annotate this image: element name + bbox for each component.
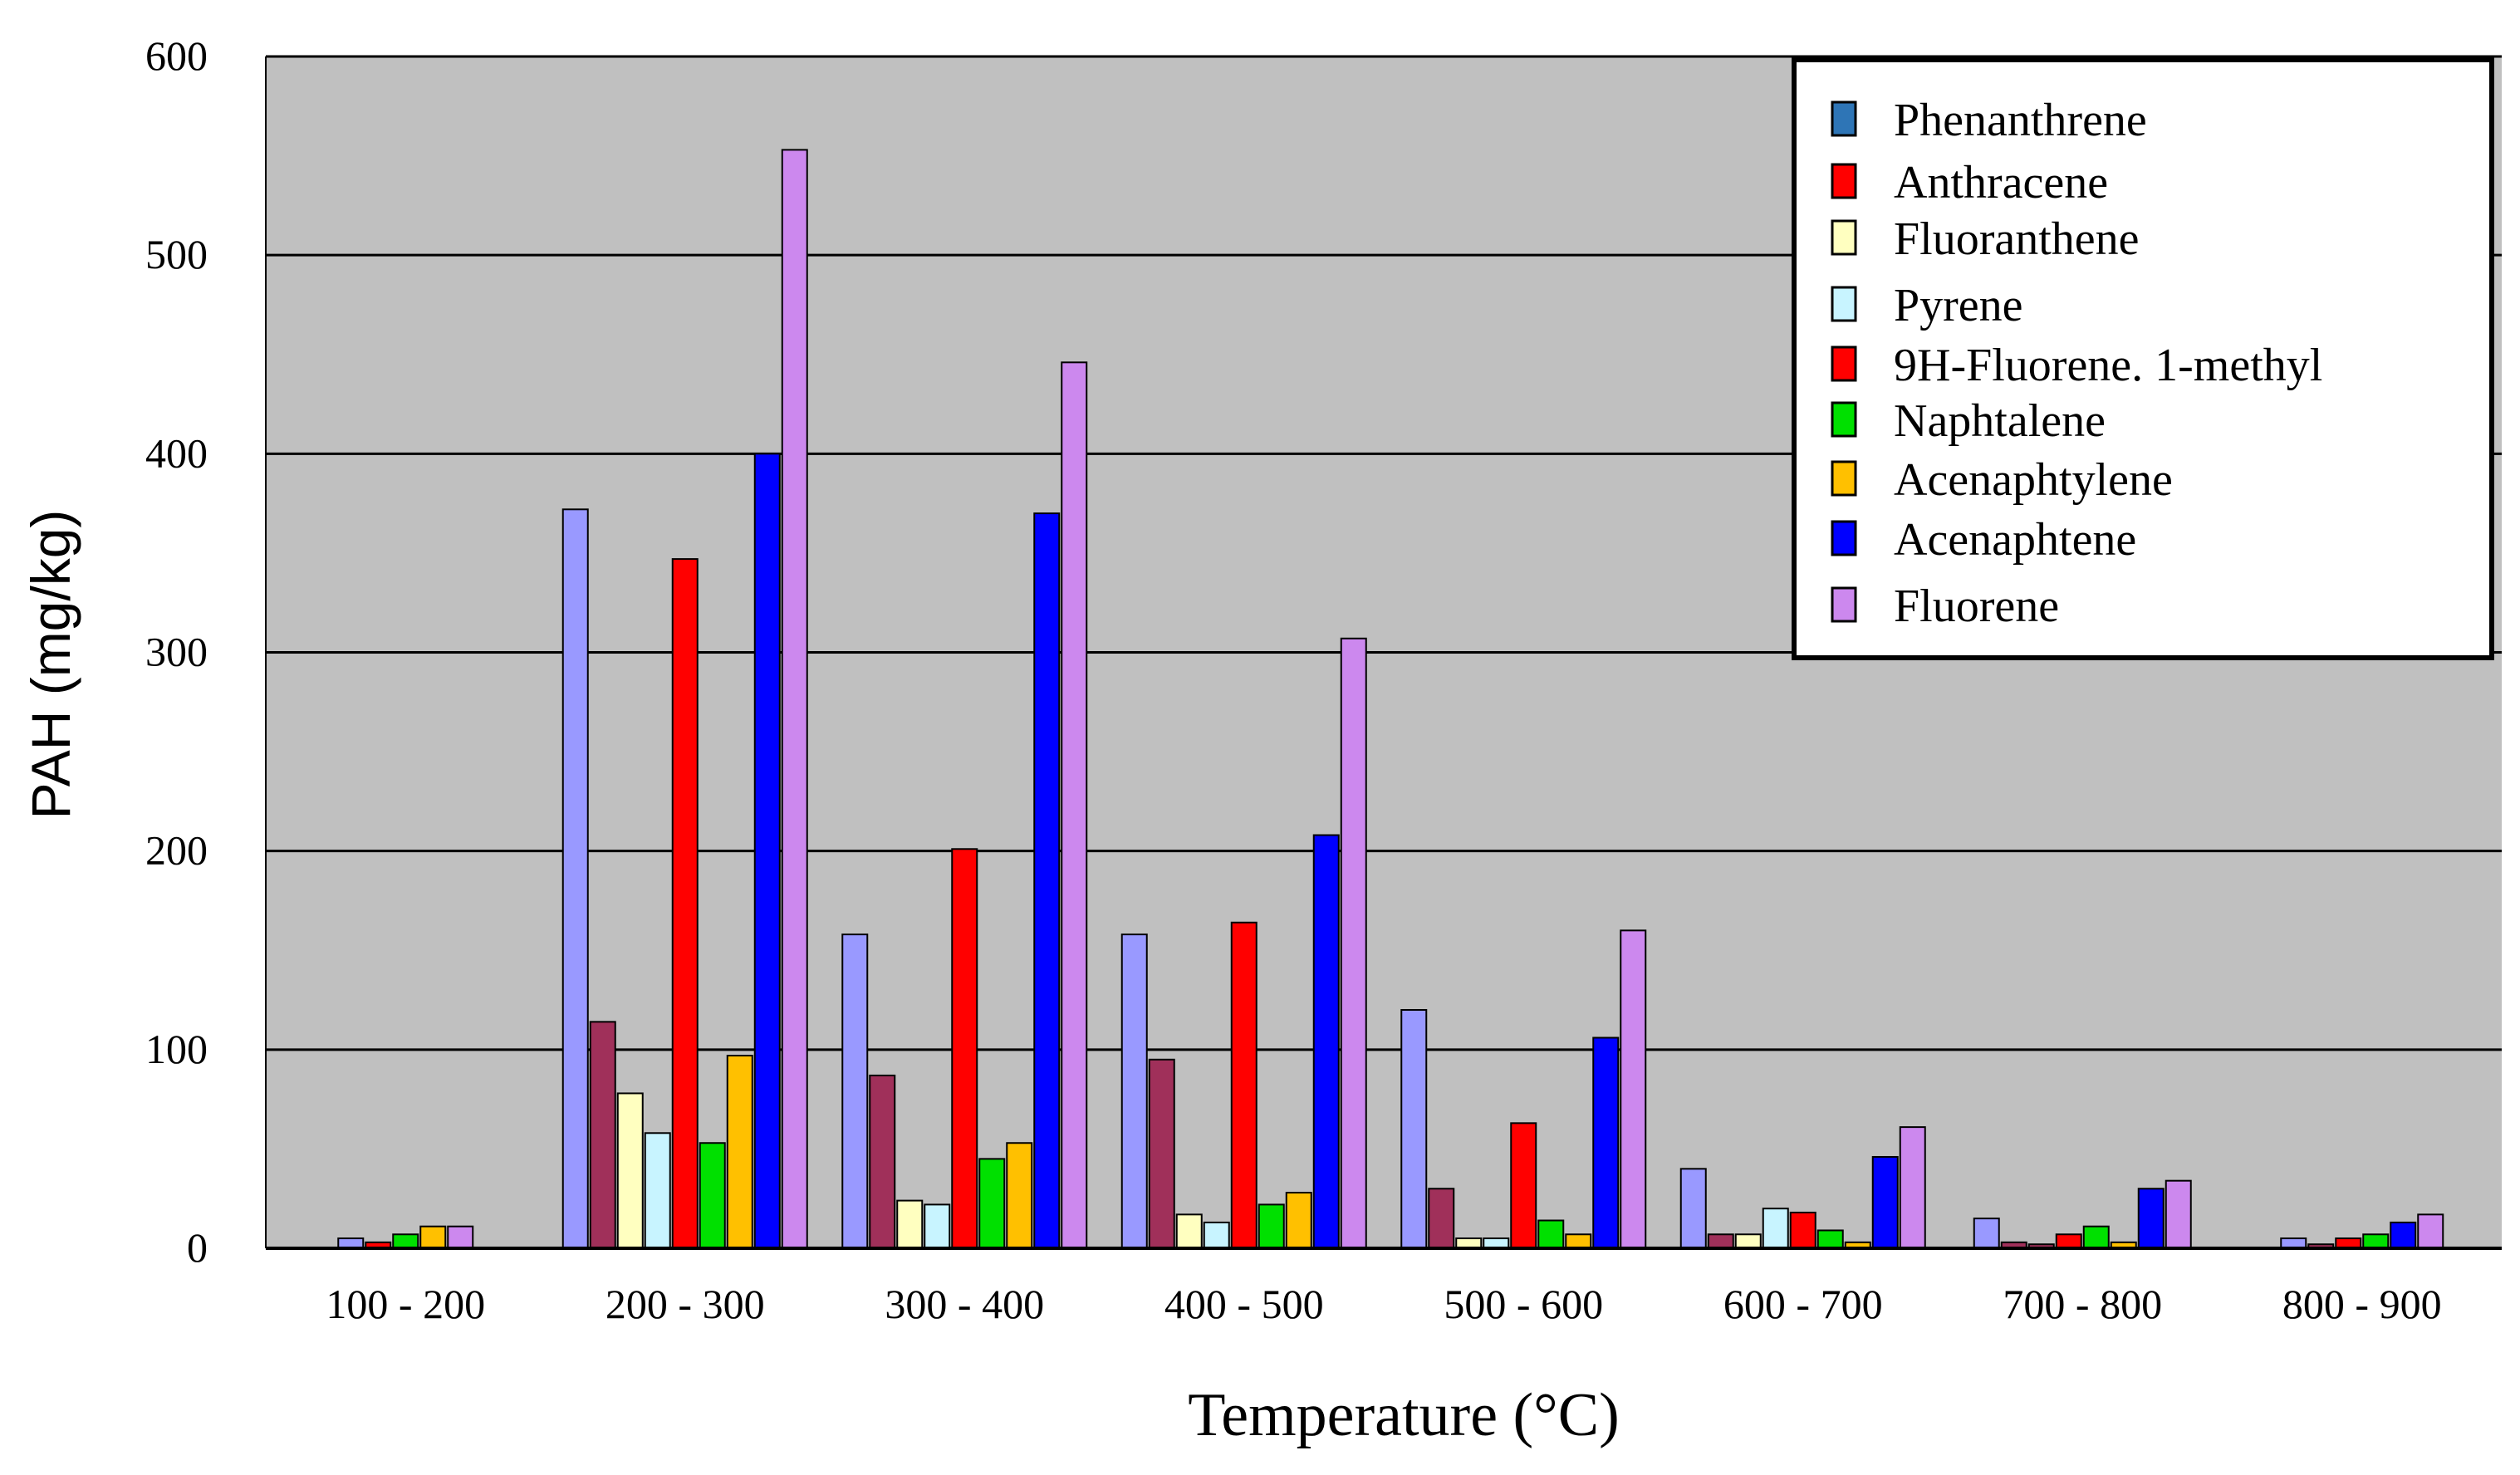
legend-swatch [1831, 345, 1857, 382]
legend-label: Anthracene [1894, 157, 2108, 208]
legend-label: Acenaphtylene [1894, 454, 2173, 506]
bar [699, 1142, 726, 1250]
gridlines [266, 55, 2502, 1051]
bar [1510, 1122, 1537, 1249]
bar [1734, 1233, 1762, 1249]
bar [1312, 834, 1340, 1249]
y-axis-label: PAH (mg/kg) [20, 510, 81, 820]
bar [1175, 1213, 1203, 1250]
bar [1340, 637, 1367, 1249]
bar [419, 1225, 447, 1249]
bar-group [337, 149, 2444, 1250]
bar [1973, 1218, 2000, 1249]
bar [2082, 1225, 2110, 1249]
bar [1871, 1155, 1899, 1249]
y-tick-label: 0 [187, 1224, 208, 1271]
y-tick-label: 300 [145, 629, 208, 675]
bar [2362, 1233, 2390, 1249]
bar [781, 149, 808, 1250]
bar [2055, 1233, 2082, 1249]
bar [896, 1199, 924, 1249]
bar [1592, 1036, 1620, 1249]
bar [1679, 1168, 1707, 1250]
legend-swatch [1831, 286, 1857, 322]
bar [1707, 1233, 1734, 1249]
bar [1148, 1058, 1175, 1249]
bar [2390, 1221, 2417, 1249]
legend-label: Pyrene [1894, 280, 2023, 331]
legend-swatch [1831, 401, 1857, 438]
legend-swatch [1831, 219, 1857, 256]
x-tick-label: 100 - 200 [326, 1281, 485, 1327]
bar [1620, 929, 1647, 1250]
legend-swatch [1831, 586, 1857, 623]
y-tick-label: 600 [145, 32, 208, 79]
bar [753, 453, 781, 1249]
x-axis-label: Temperature (°C) [1188, 1381, 1620, 1449]
legend-swatch [1831, 460, 1857, 497]
legend-label: Fluoranthene [1894, 213, 2139, 265]
bar [392, 1233, 419, 1249]
bar [447, 1225, 474, 1249]
legend-swatch [1831, 520, 1857, 556]
bar [644, 1132, 671, 1249]
bar [1258, 1203, 1285, 1249]
x-tick-label: 300 - 400 [885, 1281, 1044, 1327]
bar [1816, 1229, 1844, 1249]
bar [1789, 1211, 1816, 1249]
x-tick-label: 800 - 900 [2282, 1281, 2442, 1327]
legend-label: Fluorene [1894, 581, 2059, 632]
x-tick-label: 500 - 600 [1444, 1281, 1603, 1327]
bar [1203, 1221, 1230, 1249]
legend-box [1792, 57, 2494, 660]
bar [589, 1021, 616, 1249]
legend-swatch [1831, 100, 1857, 137]
bar [978, 1158, 1006, 1249]
bar [1120, 934, 1148, 1250]
bar [951, 848, 978, 1250]
y-tick-label: 100 [145, 1026, 208, 1072]
legend-label: Naphtalene [1894, 395, 2106, 447]
bar [924, 1203, 951, 1249]
bar [1285, 1192, 1312, 1249]
y-tick-label: 400 [145, 429, 208, 476]
bar [1061, 361, 1088, 1250]
bar [841, 934, 869, 1250]
bar [1428, 1188, 1455, 1249]
x-tick-label: 400 - 500 [1164, 1281, 1324, 1327]
bar [1762, 1208, 1789, 1249]
bar [1565, 1233, 1592, 1249]
bar [616, 1092, 644, 1249]
bar [561, 508, 589, 1249]
y-tick-label: 200 [145, 827, 208, 874]
bar [1033, 512, 1061, 1249]
legend-label: Phenanthrene [1894, 95, 2147, 146]
x-tick-label: 200 - 300 [605, 1281, 765, 1327]
bar [1400, 1009, 1428, 1249]
x-tick-labels: 100 - 200 200 - 300 300 - 400 400 - 500 500 … [326, 1281, 2441, 1327]
legend-label: Acenaphtene [1894, 514, 2136, 566]
bar [726, 1055, 753, 1249]
y-tick-labels: 0 100 200 300 400 500 600 [145, 32, 208, 1271]
x-tick-label: 600 - 700 [1723, 1281, 1883, 1327]
bar [2165, 1179, 2192, 1250]
bar [2417, 1213, 2444, 1250]
bar [1230, 921, 1258, 1250]
bar [2137, 1188, 2165, 1249]
bar [1006, 1142, 1033, 1250]
bar [869, 1074, 896, 1250]
y-tick-label: 500 [145, 231, 208, 277]
bar [1537, 1219, 1565, 1250]
legend-label: 9H-Fluorene. 1-methyl [1894, 340, 2322, 391]
x-tick-label: 700 - 800 [2003, 1281, 2162, 1327]
legend-swatch [1831, 163, 1857, 199]
bar [671, 558, 699, 1249]
bar [1899, 1126, 1926, 1249]
